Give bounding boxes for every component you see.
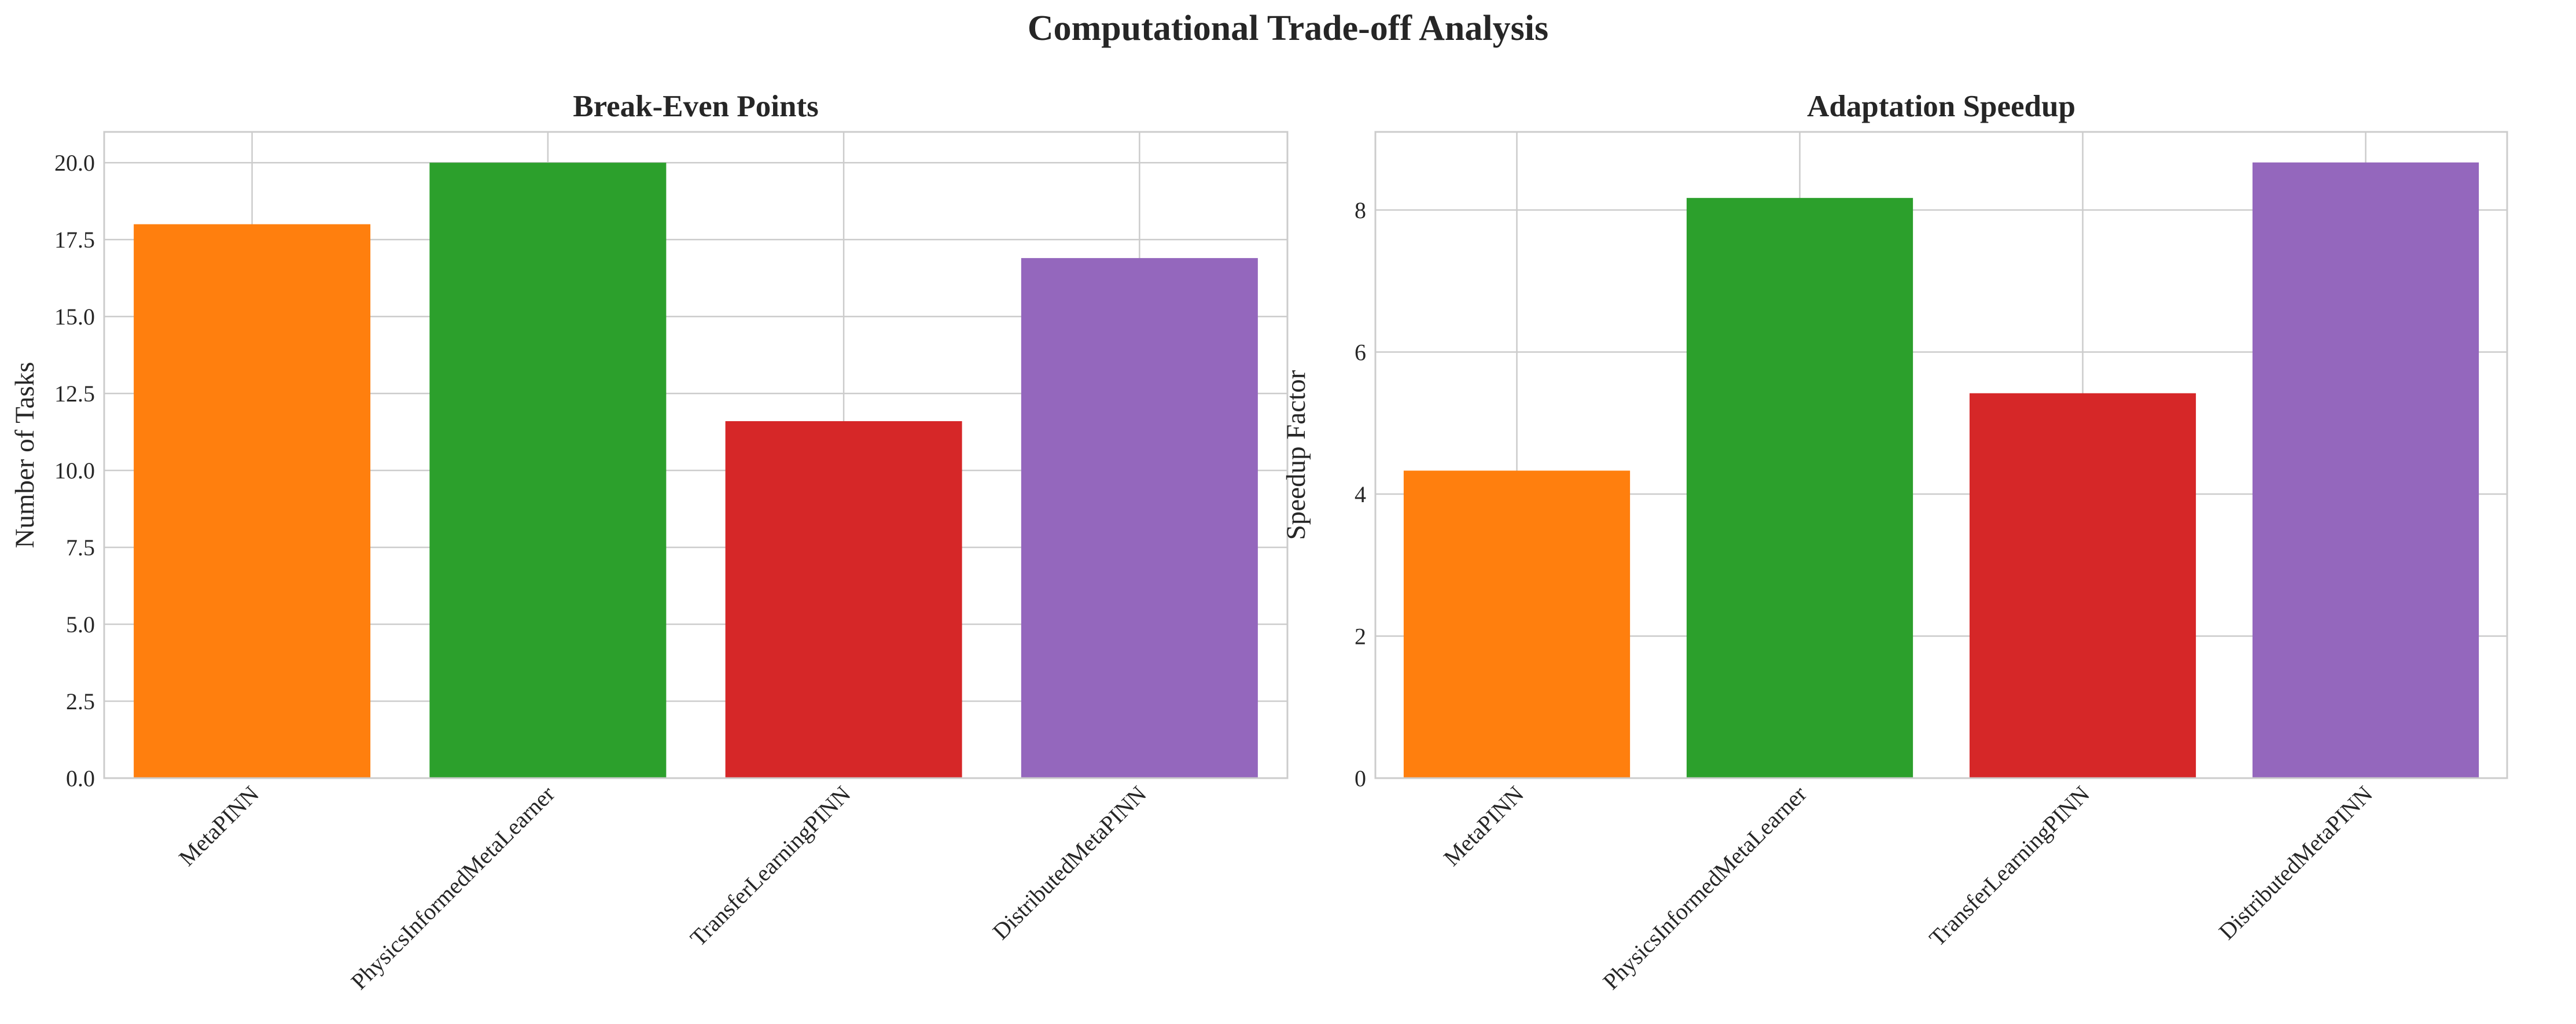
x-tick-label: TransferLearningPINN bbox=[685, 781, 856, 952]
plot-frame bbox=[1374, 131, 2508, 779]
x-tick-label: MetaPINN bbox=[1438, 781, 1529, 871]
bar-DistributedMetaPINN bbox=[2252, 162, 2479, 779]
chart-break-even-points: 0.0 2.5 5.0 7.5 10.0 12.5 15.0 17.5 20.0 MetaPINN… bbox=[10, 90, 1289, 995]
y-tick-label: 4 bbox=[1355, 481, 1366, 507]
x-tick-label: MetaPINN bbox=[174, 781, 264, 871]
y-tick-label: 2 bbox=[1355, 624, 1366, 650]
chart-adaptation-speedup: 0 2 4 6 8 MetaPINN PhysicsInformedMetaLearner T… bbox=[1281, 90, 2508, 995]
x-tick-label: DistributedMetaPINN bbox=[2214, 781, 2378, 945]
figure-title: Computational Trade-off Analysis bbox=[1027, 9, 1549, 48]
y-tick-label: 12.5 bbox=[54, 381, 95, 407]
chart-title: Break-Even Points bbox=[573, 90, 819, 123]
bar-TransferLearningPINN bbox=[725, 421, 962, 778]
bar-PhysicsInformedMetaLearner bbox=[429, 163, 667, 779]
plot-frame bbox=[103, 131, 1289, 779]
y-tick-label: 7.5 bbox=[66, 535, 95, 561]
bar-MetaPINN bbox=[1403, 470, 1631, 778]
y-tick-label: 2.5 bbox=[66, 688, 95, 714]
y-axis-label: Number of Tasks bbox=[10, 362, 40, 548]
y-tick-label: 10.0 bbox=[54, 458, 95, 484]
x-tick-label: TransferLearningPINN bbox=[1924, 781, 2095, 952]
y-tick-label: 5.0 bbox=[66, 612, 95, 638]
bar-MetaPINN bbox=[134, 224, 371, 779]
y-tick-label: 8 bbox=[1355, 197, 1366, 223]
y-tick-label: 6 bbox=[1355, 340, 1366, 366]
x-tick-label: DistributedMetaPINN bbox=[988, 781, 1151, 945]
y-tick-label: 15.0 bbox=[54, 304, 95, 330]
bar-DistributedMetaPINN bbox=[1021, 258, 1258, 779]
y-tick-label: 20.0 bbox=[54, 150, 95, 176]
y-tick-label: 0.0 bbox=[66, 765, 95, 791]
x-tick-label: PhysicsInformedMetaLearner bbox=[1598, 781, 1812, 995]
bar-PhysicsInformedMetaLearner bbox=[1686, 198, 1913, 779]
y-axis-label: Speedup Factor bbox=[1281, 370, 1311, 540]
x-tick-label: PhysicsInformedMetaLearner bbox=[346, 781, 560, 995]
y-tick-label: 17.5 bbox=[54, 227, 95, 253]
chart-title: Adaptation Speedup bbox=[1807, 90, 2075, 123]
y-tick-label: 0 bbox=[1355, 765, 1366, 791]
bar-TransferLearningPINN bbox=[1969, 393, 2196, 778]
